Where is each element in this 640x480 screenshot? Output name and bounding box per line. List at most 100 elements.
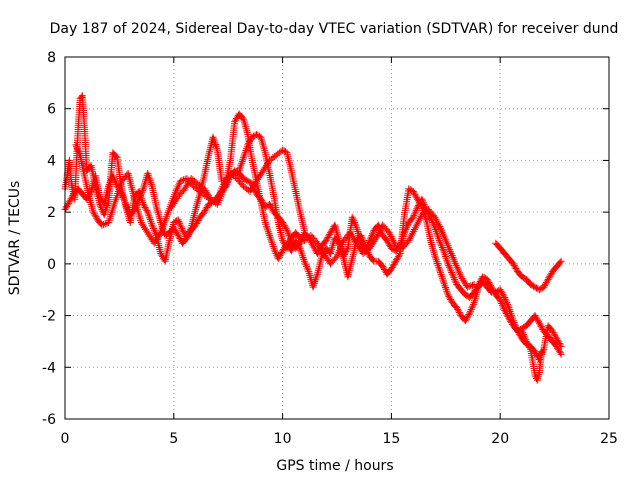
data-point xyxy=(392,242,405,252)
data-point xyxy=(174,186,187,201)
data-point xyxy=(270,193,282,224)
data-point xyxy=(261,219,273,238)
data-point xyxy=(307,231,320,246)
data-point xyxy=(444,260,456,276)
data-point xyxy=(126,207,137,219)
data-point xyxy=(405,215,416,226)
data-point xyxy=(383,266,394,278)
data-point xyxy=(189,182,202,194)
data-point xyxy=(466,300,477,317)
x-tick-label: 10 xyxy=(274,431,292,447)
data-point xyxy=(170,224,181,238)
data-point xyxy=(292,188,304,214)
data-point xyxy=(448,270,460,287)
data-point xyxy=(218,177,228,185)
data-point xyxy=(496,286,508,300)
data-point xyxy=(522,337,534,352)
data-point xyxy=(527,281,538,290)
data-point xyxy=(253,131,263,140)
data-point xyxy=(313,254,325,278)
data-point xyxy=(531,312,542,326)
data-point xyxy=(461,291,472,301)
data-point xyxy=(98,219,111,229)
data-point xyxy=(322,244,333,256)
data-point xyxy=(148,221,160,238)
data-series xyxy=(61,92,565,363)
data-point xyxy=(387,259,399,273)
data-point xyxy=(187,222,198,234)
data-point xyxy=(505,304,517,323)
data-point xyxy=(111,179,125,206)
data-point xyxy=(94,216,105,228)
data-point xyxy=(235,156,247,175)
data-point xyxy=(174,216,186,232)
data-point xyxy=(379,221,392,235)
data-point xyxy=(540,277,551,291)
data-point xyxy=(244,135,255,149)
data-series xyxy=(492,239,565,294)
data-point xyxy=(261,201,272,211)
data-point xyxy=(257,133,269,155)
data-series xyxy=(168,146,308,234)
data-point xyxy=(131,195,145,224)
data-point xyxy=(479,273,490,282)
data-point xyxy=(431,224,443,243)
data-point xyxy=(418,195,429,212)
data-point xyxy=(105,200,118,226)
data-point xyxy=(205,199,215,208)
data-point xyxy=(135,187,147,203)
data-point xyxy=(65,192,77,206)
data-point xyxy=(309,272,321,291)
data-point xyxy=(553,343,564,357)
data-point xyxy=(392,251,403,265)
data-point xyxy=(144,208,155,227)
y-tick-label: 6 xyxy=(47,102,56,118)
data-point xyxy=(522,275,534,287)
data-point xyxy=(292,241,303,252)
data-point xyxy=(194,180,207,192)
data-point xyxy=(453,304,464,318)
data-point xyxy=(522,318,534,330)
data-point xyxy=(300,257,312,274)
data-point xyxy=(257,195,268,209)
data-point xyxy=(244,177,255,187)
data-point xyxy=(76,151,88,178)
data-point xyxy=(176,175,189,185)
x-tick-label: 25 xyxy=(600,431,618,447)
data-point xyxy=(398,238,411,252)
data-point xyxy=(401,187,412,219)
data-point xyxy=(440,247,451,266)
data-point xyxy=(548,264,560,276)
data-point xyxy=(266,200,277,215)
data-point xyxy=(150,231,164,247)
data-point xyxy=(435,237,447,253)
data-point xyxy=(451,257,464,279)
data-point xyxy=(518,327,530,344)
data-point xyxy=(544,269,556,283)
data-point xyxy=(457,273,470,289)
data-point xyxy=(348,213,360,230)
data-point xyxy=(248,131,259,141)
data-point xyxy=(514,268,525,279)
data-point xyxy=(65,156,75,186)
data-point xyxy=(470,282,482,296)
x-tick-label: 5 xyxy=(169,431,178,447)
data-point xyxy=(535,319,547,333)
data-point xyxy=(514,325,524,335)
data-point xyxy=(161,239,173,265)
data-point xyxy=(74,185,85,197)
y-tick-label: 4 xyxy=(47,153,56,169)
chart-title: Day 187 of 2024, Sidereal Day-to-day VTE… xyxy=(50,21,619,37)
data-point xyxy=(548,337,560,349)
data-point xyxy=(248,156,260,183)
data-point xyxy=(327,254,340,268)
data-point xyxy=(501,294,512,310)
data-point xyxy=(170,179,183,201)
data-point xyxy=(505,314,516,328)
data-point xyxy=(431,213,444,232)
data-point xyxy=(216,177,229,198)
data-point xyxy=(492,239,503,251)
data-point xyxy=(100,200,112,219)
data-point xyxy=(387,244,398,254)
data-point xyxy=(168,194,181,211)
